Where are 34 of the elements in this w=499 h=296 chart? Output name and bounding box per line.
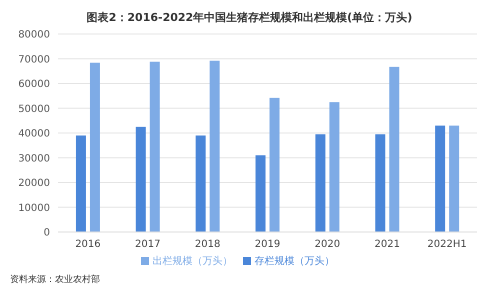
legend-label: 存栏规模（万头） — [254, 256, 334, 267]
bar — [329, 102, 340, 232]
legend-label: 出栏规模（万头） — [152, 256, 232, 267]
bar — [256, 155, 266, 232]
y-tick-label: 50000 — [18, 104, 50, 115]
bar — [270, 98, 280, 232]
bar — [435, 126, 446, 232]
bar — [315, 134, 326, 232]
y-tick-label: 60000 — [18, 79, 50, 90]
bar — [196, 135, 206, 232]
y-tick-label: 0 — [44, 228, 50, 239]
bar — [150, 62, 160, 232]
bar — [90, 62, 100, 232]
text: 资料来源：农业农村部 — [10, 274, 100, 286]
bar — [76, 135, 86, 232]
x-tick-label: 2021 — [374, 239, 400, 250]
y-tick-label: 70000 — [18, 54, 50, 66]
x-tick-label: 2016 — [75, 239, 101, 250]
bar — [375, 134, 386, 232]
chart-title: 图表2：2016-2022年中国生猪存栏规模和出栏规模(单位：万头) — [86, 10, 414, 26]
x-tick-label: 2022H1 — [427, 239, 467, 250]
bar — [210, 60, 220, 232]
bar — [136, 126, 146, 232]
bar — [449, 126, 460, 232]
y-tick-label: 30000 — [18, 153, 50, 164]
y-tick-label: 10000 — [18, 202, 50, 214]
x-tick-label: 2019 — [254, 239, 280, 250]
x-tick-label: 2020 — [314, 239, 340, 250]
x-tick-label: 2018 — [194, 239, 220, 250]
y-tick-label: 80000 — [18, 30, 50, 41]
y-tick-label: 40000 — [18, 128, 50, 140]
bar — [389, 66, 400, 232]
x-tick-label: 2017 — [135, 239, 161, 250]
y-tick-label: 20000 — [18, 178, 50, 190]
